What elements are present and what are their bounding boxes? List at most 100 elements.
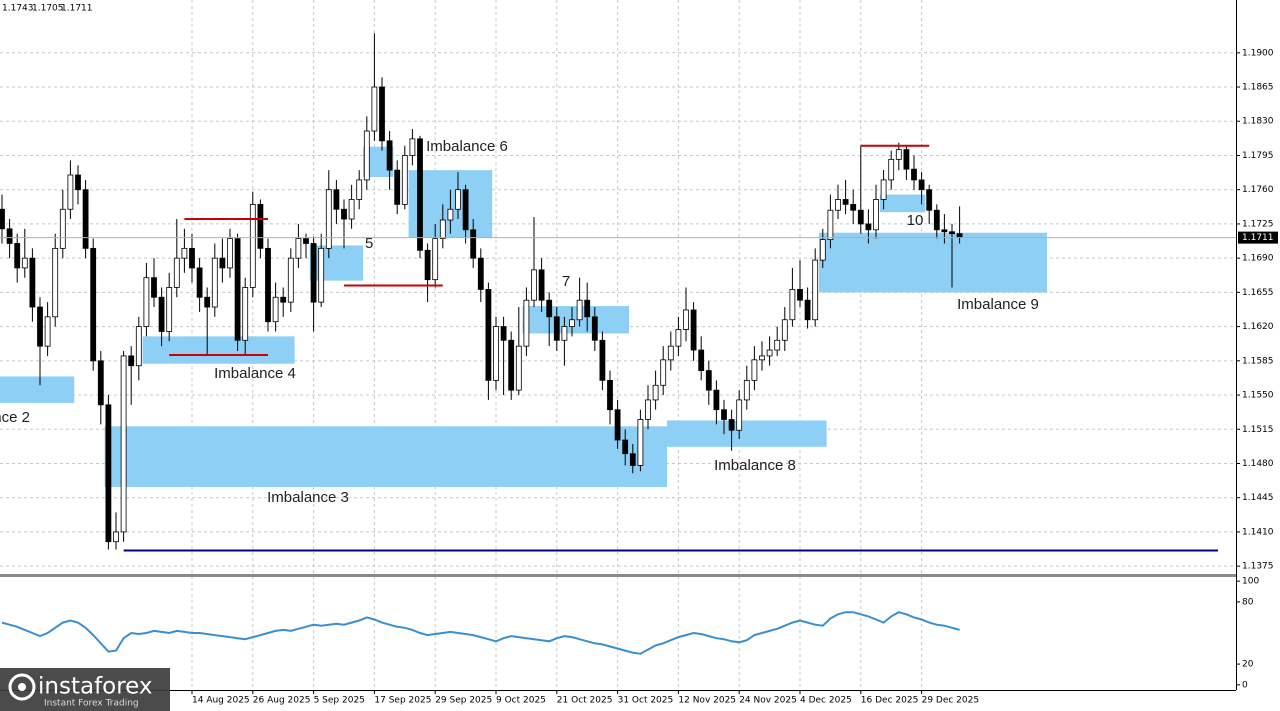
candle-body [295, 238, 302, 259]
candle-body [515, 345, 522, 391]
candle-body [249, 203, 256, 288]
imbalance-zone [879, 194, 926, 213]
candle-body [0, 208, 5, 230]
imbalance-zone [309, 245, 363, 281]
y-tick-label: 1.1375 [1242, 562, 1274, 572]
logo-icon-dot [18, 683, 26, 691]
imbalance-zone [522, 306, 629, 334]
x-tick-label: 29 Dec 2025 [922, 696, 980, 706]
candle-body [721, 409, 727, 420]
candle-body [470, 229, 477, 259]
candle-body [158, 296, 165, 332]
candle-body [348, 199, 355, 220]
candle-body [781, 319, 788, 341]
candle-body [59, 208, 66, 249]
candle-body [903, 149, 910, 170]
candle-body [128, 355, 135, 367]
osc-y-tick-label: 0 [1242, 680, 1248, 690]
zone-label: 7 [562, 273, 570, 290]
y-tick-label: 1.1725 [1242, 219, 1274, 229]
candle-body [789, 289, 796, 321]
x-tick-label: 4 Dec 2025 [800, 696, 852, 706]
candle-body [432, 238, 439, 281]
candle-body [318, 247, 325, 303]
imbalance-zone [142, 336, 295, 364]
x-tick-label: 26 Aug 2025 [253, 696, 311, 706]
candle-body [797, 289, 803, 301]
x-tick-label: 14 Aug 2025 [192, 696, 250, 706]
candle-body [394, 169, 401, 205]
header-high: 1.1743 [2, 4, 34, 14]
zone-label: 10 [907, 212, 924, 229]
osc-y-tick-label: 100 [1242, 577, 1259, 587]
imbalance-zone [667, 420, 827, 447]
candle-body [29, 257, 36, 308]
candle-body [310, 243, 317, 303]
candle-body [569, 319, 575, 327]
candle-body [82, 189, 89, 249]
candle-body [371, 86, 378, 132]
zone-label: Imbalance 8 [714, 457, 796, 474]
candle-body [911, 168, 917, 181]
candle-body [842, 199, 849, 205]
candle-body [956, 233, 963, 239]
y-tick-label: 1.1655 [1242, 288, 1274, 298]
candle-body [766, 349, 773, 357]
candle-body [333, 189, 340, 210]
candle-body [888, 158, 895, 181]
y-tick-label: 1.1795 [1242, 151, 1274, 161]
candle-body [713, 389, 720, 411]
candle-body [455, 189, 461, 210]
zone-label: 5 [365, 235, 373, 252]
candle-body [196, 267, 203, 298]
candle-body [227, 238, 233, 269]
header: 1.1743 1.1705 1.1711 [2, 4, 93, 14]
candle-body [113, 531, 119, 543]
zone-label: Imbalance 9 [957, 296, 1039, 313]
candle-body [857, 209, 864, 225]
oscillator-line [1, 611, 960, 655]
candle-body [280, 296, 287, 303]
candle-body [690, 309, 697, 351]
candle-body [52, 247, 59, 318]
candle-body [143, 277, 150, 327]
candle-body [151, 277, 157, 298]
candle-body [667, 345, 674, 361]
y-tick-label: 1.1515 [1242, 425, 1274, 435]
candle-body [90, 247, 97, 362]
candle-body [409, 138, 416, 156]
candle-body [417, 138, 423, 251]
y-tick-label: 1.1690 [1242, 254, 1274, 264]
candle-body [120, 355, 127, 533]
imbalance-zone [104, 426, 668, 487]
header-low: 1.1705 [32, 4, 64, 14]
candle-body [926, 189, 933, 211]
candle-body [705, 370, 712, 391]
candle-body [873, 199, 879, 231]
x-tick-label: 9 Oct 2025 [496, 696, 546, 706]
x-tick-label: 17 Sep 2025 [374, 696, 431, 706]
zone-label: Imbalance 3 [267, 489, 349, 506]
price-tag [1238, 231, 1278, 244]
y-tick-label: 1.1830 [1242, 117, 1274, 127]
candle-body [614, 409, 621, 441]
candle-body [401, 155, 408, 205]
osc-y-tick-label: 20 [1242, 660, 1254, 670]
candle-body [880, 179, 887, 200]
candle-body [895, 149, 902, 160]
candle-body [675, 329, 682, 347]
candle-body [500, 326, 507, 341]
candle-body [379, 86, 385, 142]
zone-label: Imbalance 4 [214, 365, 296, 382]
candle-body [941, 229, 948, 233]
candle-body [242, 287, 249, 341]
candle-body [584, 299, 591, 318]
candle-body [743, 379, 750, 401]
x-tick-label: 5 Sep 2025 [314, 696, 365, 706]
candle-body [538, 269, 545, 301]
candle-body [553, 316, 560, 341]
candle-body [44, 316, 51, 347]
candle-body [531, 269, 537, 301]
candle-body [949, 231, 955, 235]
